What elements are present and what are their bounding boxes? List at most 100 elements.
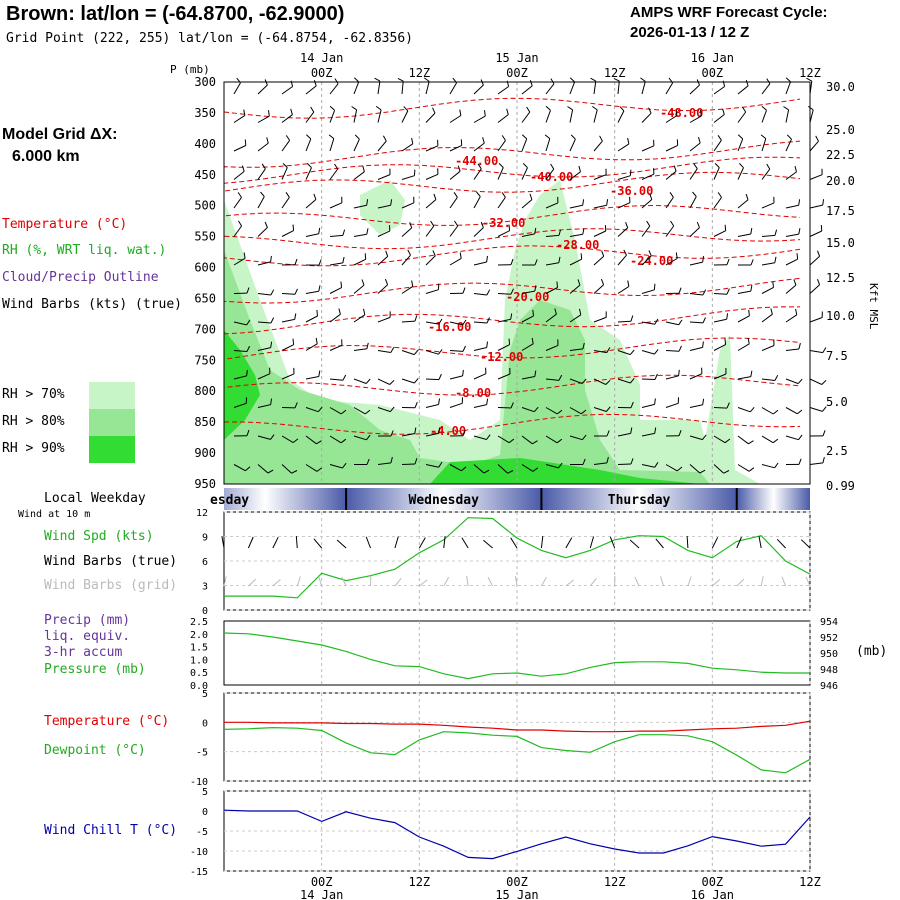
wind-barb-flag xyxy=(625,222,629,228)
wind-barb-flag xyxy=(365,378,371,384)
isotherm-label: -32.00 xyxy=(482,216,525,230)
wind-barb xyxy=(329,83,339,95)
top-hour-label: 12Z xyxy=(799,66,821,80)
wind-barb xyxy=(569,204,583,209)
wind-barb-flag xyxy=(748,309,750,316)
wind-barb-flag xyxy=(342,256,345,264)
bottom-hour-label: 00Z xyxy=(506,875,528,889)
wind-barb xyxy=(305,85,317,95)
wind-barb xyxy=(737,85,749,95)
wind-barb xyxy=(593,109,598,123)
wind-barb-flag xyxy=(774,374,779,381)
wind-barb xyxy=(497,86,509,95)
wind-barb xyxy=(617,378,631,384)
wind-barb-flag xyxy=(590,77,597,82)
wind-barb xyxy=(689,404,703,408)
temp-panel-ytick: -10 xyxy=(190,777,208,788)
wind-barb-flag xyxy=(414,315,418,322)
surface-wind-barb xyxy=(758,536,762,549)
wind-barb-flag xyxy=(246,429,250,436)
weekday-label: Thursday xyxy=(608,493,671,508)
wind-barb-flag xyxy=(822,456,825,464)
wind-barb-flag xyxy=(260,191,265,197)
wind-barb xyxy=(785,314,798,323)
wind-barb-flag xyxy=(237,220,243,227)
wind-barb xyxy=(617,320,632,323)
pressure-level-label: 800 xyxy=(194,384,216,398)
wind-barb-flag xyxy=(822,199,825,206)
wind-barb-flag xyxy=(486,398,489,405)
wind-barb xyxy=(761,138,767,152)
grid-wind-barb xyxy=(515,576,518,587)
wind-barb xyxy=(617,350,631,356)
grid-wind-barb xyxy=(540,577,547,587)
wind-barb-flag xyxy=(508,224,511,231)
grid-wind-barb xyxy=(687,576,692,587)
wind-barb-flag xyxy=(457,165,461,172)
wind-barb-flag xyxy=(726,288,730,295)
wind-barb xyxy=(665,225,675,237)
wind-barb-flag xyxy=(702,289,707,296)
wind-barb-flag xyxy=(363,308,366,315)
wind-barb-flag xyxy=(243,252,246,259)
wind-barb-flag xyxy=(264,221,268,228)
wind-barb xyxy=(281,373,295,380)
wind-barb-flag xyxy=(397,77,404,82)
wind-barb-flag xyxy=(774,229,778,236)
height-tick-label: 15.0 xyxy=(826,236,855,250)
dewpoint-line xyxy=(223,726,811,774)
wind-barb xyxy=(785,204,799,209)
wind-barb-flag xyxy=(245,466,251,472)
wind-barb xyxy=(761,464,775,469)
wind-barb-flag xyxy=(532,309,534,316)
wind-barb-flag xyxy=(678,369,680,376)
wind-barb-flag xyxy=(270,255,272,262)
wind-barb xyxy=(401,202,415,209)
wind-barb-flag xyxy=(246,319,251,326)
wind-barb xyxy=(689,84,700,95)
wind-barb-flag xyxy=(366,342,369,349)
wind-barb xyxy=(689,346,703,351)
wind-barb-flag xyxy=(702,317,706,324)
chill-panel-ytick: -5 xyxy=(196,827,208,838)
wind-barb xyxy=(809,140,819,152)
wind-barb xyxy=(761,286,774,294)
wind-barb xyxy=(593,140,603,152)
wind-barb xyxy=(473,142,485,152)
wind-barb-flag xyxy=(461,466,467,472)
wind-barb-flag xyxy=(270,398,272,405)
wind-barb-flag xyxy=(745,193,749,200)
wind-barb xyxy=(401,227,413,237)
chill-panel-ytick: -10 xyxy=(190,847,208,858)
wind-barb xyxy=(449,464,462,472)
surface-wind-barb xyxy=(686,535,689,549)
wind-barb xyxy=(569,233,583,237)
wind-barb-flag xyxy=(745,79,749,86)
wind-barb-flag xyxy=(477,163,482,170)
wind-barb xyxy=(545,344,559,351)
wind-barb-flag xyxy=(351,106,357,111)
wind-barb-flag xyxy=(384,278,389,285)
wind-barb-flag xyxy=(385,250,389,257)
wind-barb-flag xyxy=(526,106,531,113)
surface-wind-barb xyxy=(336,539,347,549)
wind-barb-flag xyxy=(699,469,706,474)
wind-barb xyxy=(473,321,488,324)
wind-barb-flag xyxy=(246,287,250,294)
precip-panel: 2.5 2.0 1.51.0 0.5 0.0 954 952 950 948 946 xyxy=(190,617,838,692)
wind-barb xyxy=(473,115,486,123)
wind-barb xyxy=(329,313,341,323)
wind-barb xyxy=(689,196,697,209)
isotherm-label: -20.00 xyxy=(506,290,549,304)
wind-barb xyxy=(329,287,342,294)
wind-barb-flag xyxy=(629,349,635,355)
wind-barb-flag xyxy=(375,105,382,111)
wind-barb-flag xyxy=(606,199,609,206)
wind-barb-flag xyxy=(796,253,799,260)
wind-barb xyxy=(641,432,655,437)
forecast-cycle-date: 2026-01-13 / 12 Z xyxy=(630,24,750,41)
precip-label: Precip (mm) xyxy=(44,613,131,628)
wind-barb xyxy=(737,343,750,351)
wind-barb-flag xyxy=(737,134,744,140)
wind-barb xyxy=(305,407,319,413)
